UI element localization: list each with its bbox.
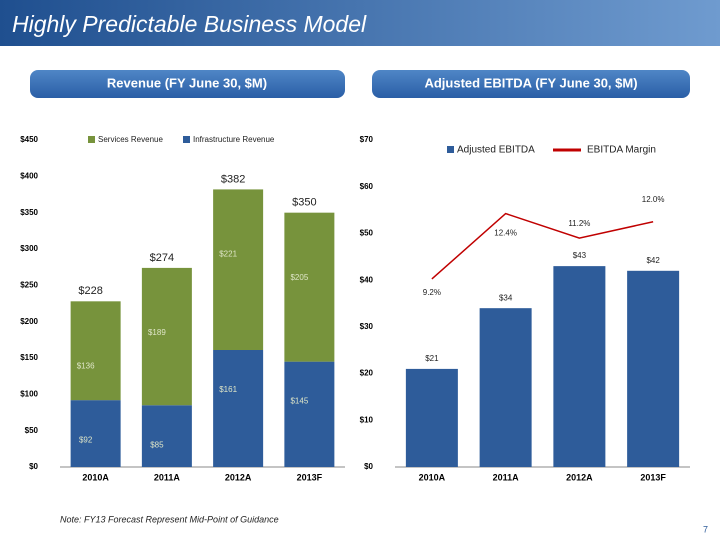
data-label: 12.4% bbox=[494, 229, 517, 238]
y-tick-label: $150 bbox=[20, 353, 38, 362]
bar bbox=[141, 405, 192, 467]
legend-swatch bbox=[447, 146, 454, 153]
bar bbox=[213, 189, 264, 351]
y-tick-label: $50 bbox=[360, 229, 374, 238]
x-tick-label: 2012A bbox=[566, 472, 593, 482]
y-tick-label: $300 bbox=[20, 244, 38, 253]
data-label: $34 bbox=[499, 293, 513, 302]
data-label: $161 bbox=[219, 385, 237, 394]
bar bbox=[213, 350, 264, 467]
data-label: $145 bbox=[290, 397, 308, 406]
legend-label: Infrastructure Revenue bbox=[193, 135, 275, 144]
chart-header bbox=[30, 70, 345, 98]
legend-label: Adjusted EBITDA bbox=[457, 145, 535, 156]
total-label: $228 bbox=[78, 285, 102, 297]
y-tick-label: $100 bbox=[20, 389, 38, 398]
chart-title: Revenue (FY June 30, $M) bbox=[107, 75, 267, 90]
legend-swatch bbox=[183, 136, 190, 143]
data-label: $21 bbox=[425, 354, 439, 363]
legend-label: Services Revenue bbox=[98, 135, 163, 144]
bar bbox=[70, 301, 121, 401]
y-tick-label: $0 bbox=[364, 462, 373, 471]
y-tick-label: $70 bbox=[360, 135, 374, 144]
y-tick-label: $30 bbox=[360, 322, 374, 331]
slide-title: Highly Predictable Business Model bbox=[12, 11, 367, 37]
legend-swatch bbox=[88, 136, 95, 143]
y-tick-label: $0 bbox=[29, 462, 38, 471]
bar bbox=[627, 270, 680, 467]
chart-header bbox=[372, 70, 690, 98]
data-label: $43 bbox=[573, 251, 587, 260]
bar bbox=[479, 308, 532, 467]
y-tick-label: $250 bbox=[20, 280, 38, 289]
y-tick-label: $400 bbox=[20, 171, 38, 180]
bar bbox=[284, 361, 335, 467]
bar bbox=[284, 212, 335, 362]
bar bbox=[553, 266, 606, 467]
x-tick-label: 2011A bbox=[154, 472, 181, 482]
data-label: 11.2% bbox=[568, 219, 590, 228]
bar bbox=[141, 267, 192, 406]
data-label: $136 bbox=[77, 361, 95, 370]
y-tick-label: $200 bbox=[20, 317, 38, 326]
page-number: 7 bbox=[703, 524, 708, 534]
data-label: 12.0% bbox=[642, 195, 665, 204]
data-label: 9.2% bbox=[423, 288, 441, 297]
y-tick-label: $350 bbox=[20, 208, 38, 217]
bar bbox=[70, 400, 121, 467]
data-label: $205 bbox=[290, 273, 308, 282]
y-tick-label: $40 bbox=[360, 275, 374, 284]
chart-title: Adjusted EBITDA (FY June 30, $M) bbox=[424, 75, 637, 90]
data-label: $221 bbox=[219, 250, 237, 259]
x-tick-label: 2010A bbox=[82, 472, 109, 482]
y-tick-label: $50 bbox=[25, 426, 39, 435]
total-label: $274 bbox=[150, 252, 174, 264]
total-label: $350 bbox=[292, 197, 316, 209]
y-tick-label: $20 bbox=[360, 369, 374, 378]
data-label: $189 bbox=[148, 328, 166, 337]
bar bbox=[405, 368, 458, 467]
y-tick-label: $10 bbox=[360, 415, 374, 424]
title-bar bbox=[0, 0, 720, 46]
x-tick-label: 2012A bbox=[225, 472, 252, 482]
data-label: $85 bbox=[150, 440, 164, 449]
data-label: $92 bbox=[79, 435, 93, 444]
legend-label: EBITDA Margin bbox=[587, 145, 656, 156]
y-tick-label: $450 bbox=[20, 135, 38, 144]
total-label: $382 bbox=[221, 173, 245, 185]
x-tick-label: 2013F bbox=[297, 472, 323, 482]
line bbox=[431, 212, 654, 280]
note: Note: FY13 Forecast Represent Mid-Point … bbox=[60, 514, 279, 524]
data-label: $42 bbox=[646, 256, 660, 265]
x-tick-label: 2011A bbox=[493, 472, 520, 482]
x-tick-label: 2010A bbox=[419, 472, 446, 482]
y-tick-label: $60 bbox=[360, 182, 374, 191]
x-tick-label: 2013F bbox=[640, 472, 666, 482]
